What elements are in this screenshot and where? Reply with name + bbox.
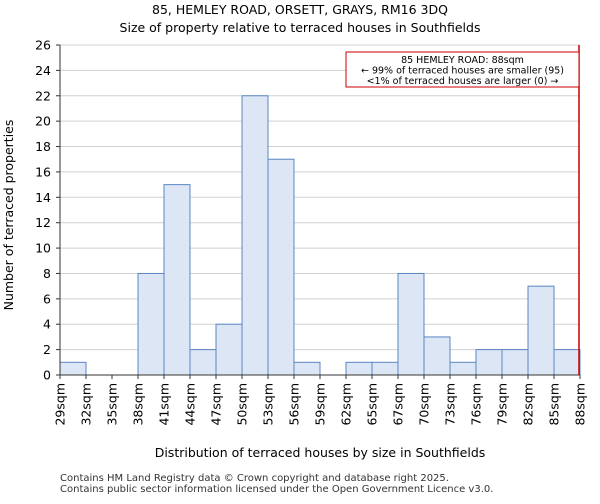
x-tick-labels: 29sqm 32sqm 35sqm 38sqm 41sqm 44sqm 47sqm 50sqm…	[53, 383, 588, 426]
footer-licence-line: Contains public sector information licen…	[60, 484, 494, 495]
y-tick-label: 14	[35, 190, 51, 205]
bar-85sqm	[553, 349, 581, 376]
annotation-line-larger: <1% of terraced houses are larger (0) →	[367, 76, 559, 87]
x-tick-label: 59sqm	[313, 383, 328, 426]
bar-79sqm	[501, 349, 529, 376]
x-tick-label: 82sqm	[521, 383, 536, 426]
footer-copyright-line: Contains HM Land Registry data © Crown c…	[60, 473, 449, 484]
annotation-frame	[345, 51, 580, 88]
x-tick-label: 70sqm	[417, 383, 432, 426]
y-tick-label: 16	[35, 164, 51, 179]
x-tick-label: 76sqm	[469, 383, 484, 426]
y-axis-label: Number of terraced properties	[1, 120, 16, 311]
annotation-line-property: 85 HEMLEY ROAD: 88sqm	[401, 55, 524, 66]
x-tick-label: 41sqm	[157, 383, 172, 426]
y-tick-label: 24	[35, 63, 51, 78]
x-tick-label: 53sqm	[261, 383, 276, 426]
y-tick-label: 8	[43, 266, 51, 281]
bar-29sqm	[59, 361, 87, 376]
bars-layer	[59, 95, 581, 376]
y-tick-label: 10	[35, 241, 51, 256]
x-tick-label: 85sqm	[547, 383, 562, 426]
y-tick-label: 26	[35, 38, 51, 53]
x-tick-label: 29sqm	[53, 383, 68, 426]
annotation-line-smaller: ← 99% of terraced houses are smaller (95…	[361, 66, 564, 77]
bar-41sqm	[163, 184, 191, 376]
bar-82sqm	[527, 285, 555, 376]
x-tick-label: 32sqm	[79, 383, 94, 426]
x-tick-label: 79sqm	[495, 383, 510, 426]
x-tick-label: 67sqm	[391, 383, 406, 426]
bar-50sqm	[241, 95, 269, 376]
bar-47sqm	[215, 323, 243, 376]
bar-44sqm	[189, 349, 217, 376]
x-tick-label: 56sqm	[287, 383, 302, 426]
y-tick-label: 22	[35, 88, 51, 103]
bar-65sqm	[371, 361, 399, 376]
y-tick-label: 18	[35, 139, 51, 154]
x-tick-label: 88sqm	[573, 383, 588, 426]
bar-70sqm	[423, 336, 451, 376]
x-axis-label: Distribution of terraced houses by size …	[155, 445, 486, 460]
bar-53sqm	[267, 158, 295, 376]
chart-title: 85, HEMLEY ROAD, ORSETT, GRAYS, RM16 3DQ	[152, 2, 448, 17]
x-tick-label: 47sqm	[209, 383, 224, 426]
y-tick-label: 0	[43, 368, 51, 383]
x-tick-label: 73sqm	[443, 383, 458, 426]
x-tick-label: 62sqm	[339, 383, 354, 426]
bar-67sqm	[397, 272, 425, 376]
y-tick-label: 4	[43, 317, 51, 332]
y-tick-label: 2	[43, 342, 51, 357]
x-tick-label: 35sqm	[105, 383, 120, 426]
bar-38sqm	[137, 272, 165, 376]
bar-62sqm	[345, 361, 373, 376]
x-tick-label: 65sqm	[365, 383, 380, 426]
y-tick-label: 6	[43, 291, 51, 306]
x-tick-label: 38sqm	[131, 383, 146, 426]
x-tick-label: 44sqm	[183, 383, 198, 426]
annotation-box: 85 HEMLEY ROAD: 88sqm ← 99% of terraced …	[345, 51, 580, 88]
x-tick-label: 50sqm	[235, 383, 250, 426]
chart-subtitle: Size of property relative to terraced ho…	[120, 20, 481, 35]
bar-73sqm	[449, 361, 477, 376]
y-tick-label: 12	[35, 215, 51, 230]
bar-76sqm	[475, 349, 503, 376]
axes-layer	[56, 44, 581, 379]
bar-56sqm	[293, 361, 321, 376]
y-tick-label: 20	[35, 114, 51, 129]
